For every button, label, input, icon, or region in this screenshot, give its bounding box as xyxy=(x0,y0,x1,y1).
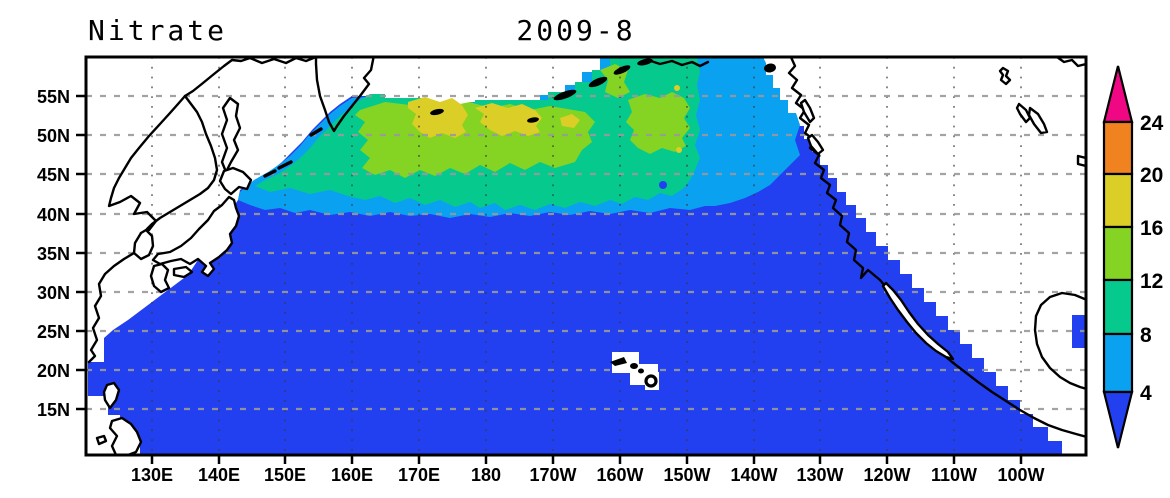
coastlines xyxy=(87,57,1086,455)
colorbar-label-8: 8 xyxy=(1140,324,1152,347)
colorbar-over-triangle xyxy=(1102,65,1134,124)
x-axis-labels: 130E 140E 150E 160E 170E 180 170W 160W 1… xyxy=(131,465,1045,485)
shikoku-island xyxy=(172,265,194,279)
y-axis-labels: 55N 50N 45N 40N 35N 30N 25N 20N 15N xyxy=(37,87,70,420)
y-tick-label: 35N xyxy=(37,244,70,264)
x-tick-label: 120W xyxy=(863,465,910,485)
colorbar-band-12-16 xyxy=(1102,225,1134,282)
colorbar-label-16: 16 xyxy=(1140,217,1163,240)
kamchatka-coast xyxy=(314,57,375,133)
hawaii-islands xyxy=(610,357,658,388)
y-tick-label: 30N xyxy=(37,283,70,303)
y-axis-ticks xyxy=(76,94,86,411)
nitrate-low-speck xyxy=(659,181,667,189)
nitrate-16-20-patch-west xyxy=(408,97,468,138)
x-tick-label: 130E xyxy=(131,465,173,485)
taiwan-island xyxy=(102,381,121,410)
colorbar-band-16-20 xyxy=(1102,172,1134,229)
x-axis-ticks xyxy=(150,455,1023,464)
x-tick-label: 140W xyxy=(730,465,777,485)
gulf-of-mexico-data-patch xyxy=(1072,315,1086,348)
x-tick-label: 150W xyxy=(663,465,710,485)
colorbar-label-12: 12 xyxy=(1140,270,1163,293)
colorbar-labels: 24 20 16 12 8 4 xyxy=(1140,112,1164,405)
x-tick-label: 130W xyxy=(796,465,843,485)
river-top-right xyxy=(1055,57,1086,68)
colorbar-label-4: 4 xyxy=(1140,382,1152,405)
nitrate-16-20-speck-1 xyxy=(674,85,680,91)
kyushu-island xyxy=(149,262,171,294)
y-tick-label: 45N xyxy=(37,165,70,185)
nitrate-12-16-patch-core xyxy=(355,100,595,178)
x-tick-label: 150E xyxy=(264,465,306,485)
map-layers xyxy=(86,57,1086,455)
alaska-peninsula-chain xyxy=(553,58,776,101)
haida-gwaii-islands xyxy=(799,98,816,124)
colorbar-band-8-12 xyxy=(1102,278,1134,336)
x-tick-label: 100W xyxy=(997,465,1044,485)
x-tick-label: 160E xyxy=(331,465,373,485)
gulf-of-mexico-coast xyxy=(1033,291,1086,390)
philippine-islet xyxy=(95,434,108,446)
y-tick-label: 25N xyxy=(37,322,70,342)
lake-winnipeg-group xyxy=(1015,102,1049,135)
colorbar-label-20: 20 xyxy=(1140,164,1163,187)
kuril-islands xyxy=(263,127,323,178)
plot-frame xyxy=(84,55,1088,457)
y-tick-label: 15N xyxy=(37,400,70,420)
x-tick-label: 170W xyxy=(529,465,576,485)
korea-coast xyxy=(132,228,155,261)
y-tick-label: 50N xyxy=(37,126,70,146)
x-tick-label: 170E xyxy=(398,465,440,485)
y-tick-label: 40N xyxy=(37,205,70,225)
colorbar xyxy=(1102,65,1134,449)
y-tick-label: 20N xyxy=(37,361,70,381)
nitrate-16-20-patch-central xyxy=(475,103,542,136)
vancouver-island xyxy=(806,133,825,156)
x-tick-label: 110W xyxy=(931,465,977,485)
colorbar-label-24: 24 xyxy=(1140,112,1164,135)
x-tick-label: 140E xyxy=(198,465,240,485)
honshu-island xyxy=(151,195,241,278)
china-coast xyxy=(87,251,136,364)
colorbar-band-20-24 xyxy=(1102,120,1134,176)
north-america-coast xyxy=(787,57,1086,438)
hokkaido-island xyxy=(218,166,253,196)
lake-right-edge xyxy=(1076,154,1086,168)
x-tick-label: 160W xyxy=(596,465,643,485)
sakhalin-island xyxy=(220,96,242,174)
colorbar-under-triangle xyxy=(1102,390,1134,449)
siberia-okhotsk-coast xyxy=(107,57,318,235)
alaska-top-coast xyxy=(646,58,710,68)
nitrate-16-20-speck-east xyxy=(560,114,580,128)
nitrate-12-16-patch-gulf-of-alaska xyxy=(626,92,690,154)
okhotsk-west-shore xyxy=(145,94,219,231)
colorbar-band-4-8 xyxy=(1102,332,1134,394)
plot-title-variable: Nitrate xyxy=(88,14,227,47)
plot-title-date: 2009-8 xyxy=(516,14,635,47)
x-tick-label: 180 xyxy=(471,465,501,485)
lake-small-north xyxy=(998,66,1012,86)
y-tick-label: 55N xyxy=(37,87,70,107)
nitrate-16-20-speck-2 xyxy=(676,147,682,153)
aleutian-islands xyxy=(430,108,539,123)
baja-california-peninsula xyxy=(881,281,955,361)
